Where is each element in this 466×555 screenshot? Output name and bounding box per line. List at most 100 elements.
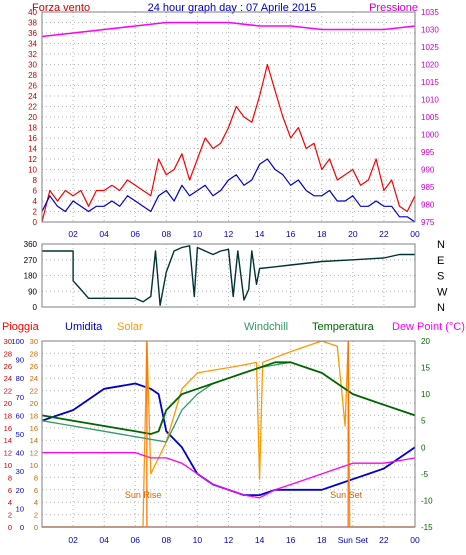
pressure-tick: 975 (421, 218, 435, 227)
wind-tick: 14 (28, 145, 37, 154)
rain-tick: 6 (8, 486, 12, 495)
pressure-tick: 980 (421, 201, 435, 210)
direction-tick: 360 (24, 240, 38, 249)
rain-tick: 14 (4, 436, 12, 445)
temperature-tick: 0 (421, 443, 426, 452)
pressure-tick: 1000 (421, 131, 439, 140)
direction-tick: 0 (33, 303, 38, 312)
wind-tick: 28 (28, 71, 37, 80)
humidity-tick: 30 (16, 467, 24, 476)
direction-grid (42, 244, 415, 307)
weather-ticks: 0246810121416182022242628300102030405060… (4, 337, 433, 545)
hour-tick: 08 (162, 535, 172, 545)
hour-tick: 22 (379, 229, 389, 239)
solar-tick: 28 (30, 349, 38, 358)
humidity-tick: 60 (16, 411, 24, 420)
temperature-tick: 15 (421, 364, 430, 373)
legend-entry: Windchill (244, 321, 288, 333)
rain-tick: 4 (8, 498, 12, 507)
rain-tick: 30 (4, 337, 12, 346)
wind-tick: 20 (28, 113, 37, 122)
sun-annotations: Sun Rise Sun Set (125, 341, 363, 527)
rain-tick: 18 (4, 411, 12, 420)
pressure-tick: 990 (421, 166, 435, 175)
wind-tick: 6 (33, 187, 38, 196)
wind-tick: 2 (33, 208, 38, 217)
compass-label: S (437, 271, 444, 283)
hour-tick: 10 (193, 229, 203, 239)
rain-tick: 2 (8, 511, 12, 520)
pressure-tick: 1015 (421, 78, 439, 87)
pressure-tick: 1025 (421, 43, 439, 52)
solar-tick: 12 (30, 449, 38, 458)
weather-series-line-4 (41, 361, 416, 435)
solar-tick: 18 (30, 411, 38, 420)
rain-tick: 26 (4, 362, 12, 371)
pressure-tick: 1035 (421, 8, 439, 17)
compass-label: N (437, 239, 445, 251)
hour-tick: 16 (286, 535, 296, 545)
weather-series-line-5 (42, 451, 416, 499)
hour-tick: 12 (224, 229, 234, 239)
hour-tick: 02 (68, 535, 78, 545)
direction-line-0 (42, 245, 415, 306)
temperature-tick: 5 (421, 417, 426, 426)
temperature-tick: -10 (421, 496, 433, 505)
hour-tick: 12 (224, 535, 234, 545)
hour-tick: 06 (131, 229, 141, 239)
weather-grid (42, 341, 415, 527)
wind-tick: 24 (28, 92, 37, 101)
wind-plot-frame (41, 11, 416, 223)
solar-tick: 4 (34, 498, 38, 507)
compass-label: N (437, 302, 445, 314)
hour-tick: 14 (255, 229, 265, 239)
hour-tick: 08 (162, 229, 172, 239)
humidity-tick: 10 (16, 504, 24, 513)
weather-plot-frame (41, 340, 416, 528)
wind-series-line-0 (41, 63, 416, 223)
solar-tick: 8 (34, 473, 38, 482)
solar-tick: 24 (30, 374, 38, 383)
rain-tick: 24 (4, 374, 12, 383)
hour-tick: 06 (131, 535, 141, 545)
weather-series-line-2 (42, 340, 415, 528)
pressure-axis-title: Pressione (369, 2, 418, 14)
hour-tick: 14 (255, 535, 265, 545)
hour-tick: 10 (193, 535, 203, 545)
solar-tick: 6 (34, 486, 38, 495)
rain-tick: 22 (4, 387, 12, 396)
wind-tick: 40 (28, 8, 37, 17)
rain-tick: 12 (4, 449, 12, 458)
compass-label: E (437, 255, 444, 267)
chart-title: 24 hour graph day : 07 Aprile 2015 (148, 2, 317, 14)
humidity-tick: 20 (16, 486, 24, 495)
wind-tick: 12 (28, 155, 37, 164)
legend-entry: Temperatura (312, 321, 375, 333)
hour-tick: 02 (68, 229, 78, 239)
rain-tick: 28 (4, 349, 12, 358)
hour-tick: 20 (348, 229, 358, 239)
legend-entry: Pioggia (2, 321, 40, 333)
legend-entry: Dew Point (°C) (392, 321, 465, 333)
humidity-tick: 100 (11, 337, 24, 346)
pressure-tick: 1020 (421, 61, 439, 70)
wind-tick: 32 (28, 50, 37, 59)
temperature-tick: 20 (421, 337, 430, 346)
solar-tick: 26 (30, 362, 38, 371)
hour-tick: 18 (317, 535, 327, 545)
hour-tick: Sun Set (338, 535, 369, 545)
legend-entry: Umidita (65, 321, 103, 333)
pressure-tick: 1030 (421, 26, 439, 35)
solar-tick: 22 (30, 387, 38, 396)
wind-tick: 38 (28, 19, 37, 28)
humidity-tick: 70 (16, 393, 24, 402)
solar-tick: 20 (30, 399, 38, 408)
direction-tick: 270 (24, 256, 38, 265)
solar-tick: 14 (30, 436, 38, 445)
wind-tick: 36 (28, 29, 37, 38)
direction-tick: 180 (24, 272, 38, 281)
wind-tick: 18 (28, 124, 37, 133)
wind-grid (42, 12, 415, 222)
